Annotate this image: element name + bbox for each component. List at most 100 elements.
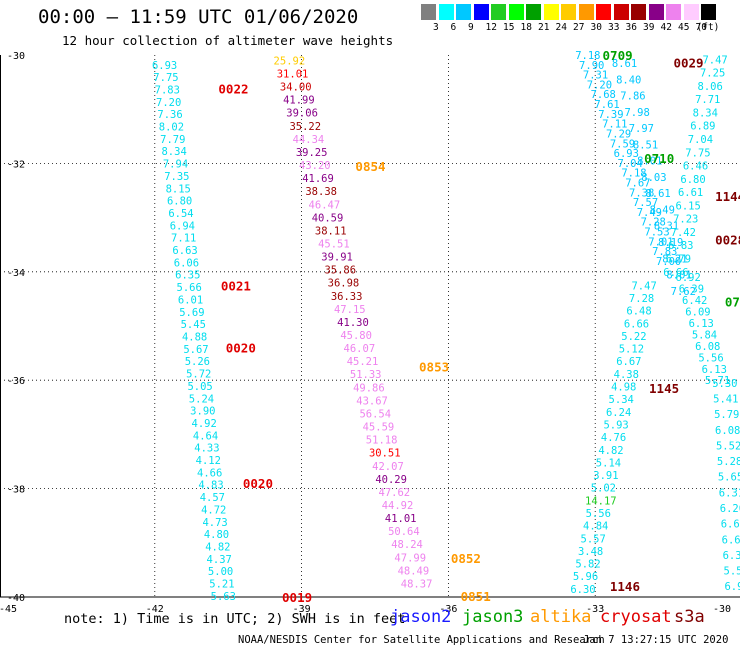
x-tick-label: -42 <box>146 604 164 615</box>
wave-height-value: 6.54 <box>168 208 193 220</box>
x-tick-label: -39 <box>293 604 311 615</box>
y-tick-label: -36 <box>7 376 25 387</box>
wave-height-value: 8.15 <box>166 183 191 195</box>
wave-height-value: 7.90 <box>579 60 604 72</box>
pass-time-label: 0020 <box>243 476 273 491</box>
wave-height-value: 6.30 <box>570 584 595 596</box>
wave-height-value: 8.03 <box>641 172 666 184</box>
wave-height-value: 7.75 <box>685 147 710 159</box>
wave-height-value: 8.61 <box>645 188 670 200</box>
wave-height-value: 6.39 <box>679 284 704 296</box>
wave-height-value: 47.62 <box>379 487 411 499</box>
pass-time-label: 0854 <box>355 159 385 174</box>
wave-height-value: 6.24 <box>606 407 631 419</box>
wave-height-value: 5.24 <box>189 393 214 405</box>
wave-height-value: 7.68 <box>591 89 616 101</box>
wave-height-value: 7.94 <box>163 159 188 171</box>
wave-height-value: 8.01 <box>666 270 691 282</box>
wave-height-value: 3.48 <box>578 546 603 558</box>
wave-height-value: 5.93 <box>603 419 628 431</box>
wave-height-value: 5.34 <box>609 394 634 406</box>
wave-height-value: 5.54 <box>724 566 740 578</box>
wave-height-value: 6.61 <box>722 534 740 546</box>
wave-height-value: 7.83 <box>155 84 180 96</box>
wave-height-value: 6.66 <box>624 318 649 330</box>
wave-height-value: 35.22 <box>289 121 321 133</box>
wave-height-value: 6.79 <box>666 254 691 266</box>
wave-height-value: 7.42 <box>671 227 696 239</box>
legend-swatch <box>421 4 436 20</box>
pass-time-label: 0851 <box>461 589 491 604</box>
wave-height-value: 50.64 <box>388 526 420 538</box>
wave-height-value: 48.37 <box>401 578 433 590</box>
wave-height-value: 3.90 <box>190 406 215 418</box>
legend-tick-label: 36 <box>625 22 637 33</box>
wave-height-value: 7.00 <box>656 256 681 268</box>
wave-height-value: 8.40 <box>616 74 641 86</box>
wave-height-value: 6.63 <box>172 245 197 257</box>
wave-height-value: 7.20 <box>587 79 612 91</box>
pass-time-label: 1144 <box>715 189 740 204</box>
legend-swatch <box>613 4 629 20</box>
wave-height-value: 8.21 <box>662 253 687 265</box>
wave-height-value: 7.47 <box>702 54 727 66</box>
wave-height-value: 6.61 <box>721 519 740 531</box>
legend-tick-label: 39 <box>643 22 655 33</box>
legend-swatch <box>526 4 541 20</box>
wave-height-value: 7.67 <box>625 177 650 189</box>
pass-time-label: 1146 <box>610 579 640 594</box>
y-tick-label: -32 <box>7 159 25 170</box>
legend-swatch <box>561 4 576 20</box>
wave-height-value: 7.25 <box>700 68 725 80</box>
legend-tick-label: 24 <box>555 22 567 33</box>
legend-swatch <box>701 4 716 20</box>
legend-tick-label: 27 <box>573 22 585 33</box>
wave-height-value: 5.22 <box>621 331 646 343</box>
y-tick-label: -34 <box>7 268 25 279</box>
wave-height-value: 6.08 <box>715 425 740 437</box>
wave-height-value: 5.71 <box>705 375 730 387</box>
wave-height-value: 7.28 <box>629 293 654 305</box>
legend-swatch <box>491 4 506 20</box>
legend-swatch <box>596 4 611 20</box>
wave-height-value: 35.86 <box>324 265 356 277</box>
x-tick-label: -36 <box>439 604 457 615</box>
wave-height-value: 7.36 <box>157 109 182 121</box>
wave-height-value: 38.11 <box>315 225 347 237</box>
wave-height-value: 5.72 <box>186 369 211 381</box>
wave-height-value: 41.69 <box>302 173 334 185</box>
wave-height-value: 4.76 <box>601 432 626 444</box>
wave-height-value: 6.09 <box>685 307 710 319</box>
wave-height-value: 45.51 <box>318 238 350 250</box>
legend-tick-label: 12 <box>485 22 497 33</box>
wave-height-value: 7.31 <box>583 70 608 82</box>
wave-height-value: 34.00 <box>280 82 312 94</box>
wave-height-value: 5.00 <box>208 566 233 578</box>
wave-height-value: 8.34 <box>693 107 718 119</box>
wave-height-value: 7.35 <box>164 171 189 183</box>
chart-title: 00:00 — 11:59 UTC 01/06/2020 <box>38 6 359 28</box>
legend-tick-label: 3 <box>433 22 439 33</box>
generated-timestamp: Jan 7 13:27:15 UTC 2020 <box>583 634 729 646</box>
legend-tick-label: 9 <box>468 22 474 33</box>
wave-height-value: 4.80 <box>204 529 229 541</box>
wave-height-value: 7.47 <box>631 280 656 292</box>
wave-height-value: 6.46 <box>683 161 708 173</box>
legend-swatch <box>473 4 489 20</box>
wave-height-value: 5.79 <box>714 409 739 421</box>
pass-time-label: 0711 <box>725 295 740 310</box>
wave-height-value: 4.37 <box>207 554 232 566</box>
wave-height-value: 5.69 <box>179 307 204 319</box>
pass-time-label: 0709 <box>603 48 633 63</box>
legend-swatch <box>508 4 524 20</box>
legend-tick-label: 15 <box>503 22 515 33</box>
wave-height-value: 5.28 <box>717 456 740 468</box>
wave-height-value: 5.56 <box>698 352 723 364</box>
wave-height-value: 6.67 <box>616 356 641 368</box>
wave-height-value: 5.26 <box>185 356 210 368</box>
wave-height-value: 7.29 <box>606 128 631 140</box>
y-tick-label: -38 <box>7 485 25 496</box>
wave-height-value: 5.12 <box>619 344 644 356</box>
wave-height-value: 48.49 <box>398 565 430 577</box>
